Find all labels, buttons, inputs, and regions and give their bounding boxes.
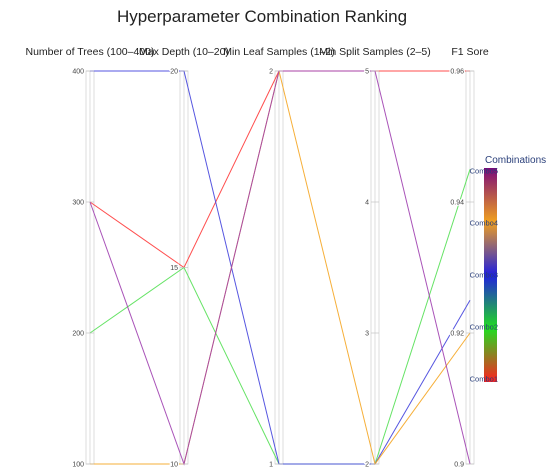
series-line-combo3 [90, 70, 471, 465]
tick-label: 0.94 [450, 200, 464, 207]
series-line-combo2 [89, 169, 471, 465]
chart-title: Hyperparameter Combination Ranking [117, 7, 407, 26]
tick-labels-layer: 100 200 300 400 10 15 20 1 2 2 3 4 5 0.9 0.92 0.94 0.96 [71, 67, 474, 470]
series-line-combo4 [90, 70, 471, 466]
colorbar-label-combo5: Combo5 [470, 167, 498, 176]
axis-title-5: F1 Sore [451, 46, 489, 58]
tick-label: 0.96 [450, 69, 464, 76]
tick-label: 200 [72, 331, 84, 338]
colorbar-label-combo4: Combo4 [470, 219, 498, 228]
tick-label: 2 [365, 462, 369, 469]
axis-title-3: Min Leaf Samples (1–2) [223, 46, 334, 58]
tick-label: 20 [170, 69, 178, 76]
tick-label: 1 [269, 462, 273, 469]
tick-label: 400 [72, 69, 84, 76]
axis-title-4: Min Split Samples (2–5) [319, 46, 430, 58]
colorbar: Combinations Combo5 Combo4 Combo3 Combo2 Com… [470, 155, 547, 384]
tick-label: 0.92 [450, 331, 464, 338]
axis-title-2: Max Depth (10–20) [139, 46, 229, 58]
colorbar-label-combo1: Combo1 [470, 375, 498, 384]
axis-title-1: Number of Trees (100–400) [26, 46, 155, 58]
tick-label: 300 [72, 200, 84, 207]
tick-label: 3 [365, 331, 369, 338]
tick-label: 2 [269, 69, 273, 76]
series-line-combo1 [89, 70, 470, 269]
colorbar-label-combo3: Combo3 [470, 271, 498, 280]
tick-label: 100 [72, 462, 84, 469]
colorbar-title: Combinations [485, 155, 546, 166]
tick-label: 4 [365, 200, 369, 207]
series-line-combo5 [89, 70, 471, 466]
colorbar-gradient [484, 168, 497, 382]
tick-label: 15 [170, 265, 178, 272]
series-lines-layer [89, 70, 471, 466]
tick-label: 10 [170, 462, 178, 469]
tick-label: 0.9 [454, 462, 464, 469]
colorbar-label-combo2: Combo2 [470, 323, 498, 332]
tick-label: 5 [365, 69, 369, 76]
